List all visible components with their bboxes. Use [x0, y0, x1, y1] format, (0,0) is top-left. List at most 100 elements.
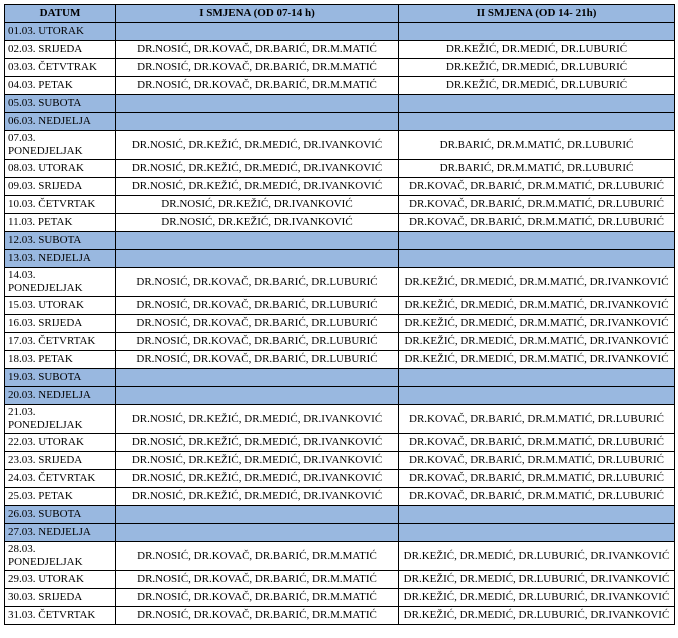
shift-1-cell: DR.NOSIĆ, DR.KOVAČ, DR.BARIĆ, DR.M.MATIĆ: [115, 606, 399, 625]
date-cell: 30.03. SRIJEDA: [4, 588, 116, 607]
table-row-weekend: 27.03. NEDJELJA: [4, 523, 675, 542]
table-row-weekend: 06.03. NEDJELJA: [4, 112, 675, 131]
table-row: 18.03. PETAK DR.NOSIĆ, DR.KOVAČ, DR.BARIĆ…: [4, 350, 675, 369]
shift-1-cell: [115, 22, 399, 41]
date-cell: 21.03. PONEDJELJAK: [4, 404, 116, 434]
shift-2-cell: [398, 231, 675, 250]
date-cell: 06.03. NEDJELJA: [4, 112, 116, 131]
date-cell: 24.03. ČETVRTAK: [4, 469, 116, 488]
table-row: 22.03. UTORAK DR.NOSIĆ, DR.KEŽIĆ, DR.MEDI…: [4, 433, 675, 452]
table-body: 01.03. UTORAK 02.03. SRIJEDA DR.NOSIĆ, DR.…: [4, 22, 675, 625]
shift-2-cell: DR.KOVAČ, DR.BARIĆ, DR.M.MATIĆ, DR.LUBUR…: [398, 404, 675, 434]
table-row: 23.03. SRIJEDA DR.NOSIĆ, DR.KEŽIĆ, DR.MED…: [4, 451, 675, 470]
shift-1-cell: DR.NOSIĆ, DR.KOVAČ, DR.BARIĆ, DR.LUBURIĆ: [115, 296, 399, 315]
table-row: 17.03. ČETVRTAK DR.NOSIĆ, DR.KOVAČ, DR.BA…: [4, 332, 675, 351]
shift-2-cell: DR.KEŽIĆ, DR.MEDIĆ, DR.M.MATIĆ, DR.IVANK…: [398, 267, 675, 297]
table-row: 21.03. PONEDJELJAK DR.NOSIĆ, DR.KEŽIĆ, DR…: [4, 404, 675, 434]
shift-2-cell: [398, 112, 675, 131]
shift-1-cell: DR.NOSIĆ, DR.KEŽIĆ, DR.MEDIĆ, DR.IVANKOV…: [115, 404, 399, 434]
date-cell: 23.03. SRIJEDA: [4, 451, 116, 470]
table-row: 28.03. PONEDJELJAK DR.NOSIĆ, DR.KOVAČ, DR…: [4, 541, 675, 571]
shift-1-cell: DR.NOSIĆ, DR.KEŽIĆ, DR.MEDIĆ, DR.IVANKOV…: [115, 130, 399, 160]
shift-1-cell: DR.NOSIĆ, DR.KOVAČ, DR.BARIĆ, DR.LUBURIĆ: [115, 267, 399, 297]
shift-1-cell: DR.NOSIĆ, DR.KEŽIĆ, DR.MEDIĆ, DR.IVANKOV…: [115, 451, 399, 470]
date-cell: 01.03. UTORAK: [4, 22, 116, 41]
table-row-weekend: 01.03. UTORAK: [4, 22, 675, 41]
header-shift-2: II SMJENA (OD 14- 21h): [398, 4, 675, 23]
shift-2-cell: DR.KEŽIĆ, DR.MEDIĆ, DR.LUBURIĆ, DR.IVANK…: [398, 588, 675, 607]
date-cell: 28.03. PONEDJELJAK: [4, 541, 116, 571]
date-cell: 16.03. SRIJEDA: [4, 314, 116, 333]
shift-1-cell: [115, 386, 399, 405]
date-cell: 05.03. SUBOTA: [4, 94, 116, 113]
shift-2-cell: DR.KEŽIĆ, DR.MEDIĆ, DR.LUBURIĆ, DR.IVANK…: [398, 541, 675, 571]
table-row: 14.03. PONEDJELJAK DR.NOSIĆ, DR.KOVAČ, DR…: [4, 267, 675, 297]
shift-2-cell: DR.KEŽIĆ, DR.MEDIĆ, DR.M.MATIĆ, DR.IVANK…: [398, 350, 675, 369]
shift-1-cell: DR.NOSIĆ, DR.KOVAČ, DR.BARIĆ, DR.LUBURIĆ: [115, 350, 399, 369]
table-row: 24.03. ČETVRTAK DR.NOSIĆ, DR.KEŽIĆ, DR.ME…: [4, 469, 675, 488]
shift-2-cell: DR.BARIĆ, DR.M.MATIĆ, DR.LUBURIĆ: [398, 159, 675, 178]
shift-2-cell: DR.KEŽIĆ, DR.MEDIĆ, DR.LUBURIĆ: [398, 76, 675, 95]
shift-2-cell: DR.KOVAČ, DR.BARIĆ, DR.M.MATIĆ, DR.LUBUR…: [398, 469, 675, 488]
shift-2-cell: DR.KEŽIĆ, DR.MEDIĆ, DR.M.MATIĆ, DR.IVANK…: [398, 314, 675, 333]
table-row: 03.03. ČETVTRAK DR.NOSIĆ, DR.KOVAČ, DR.BA…: [4, 58, 675, 77]
date-cell: 27.03. NEDJELJA: [4, 523, 116, 542]
shift-1-cell: DR.NOSIĆ, DR.KOVAČ, DR.BARIĆ, DR.LUBURIĆ: [115, 332, 399, 351]
date-cell: 03.03. ČETVTRAK: [4, 58, 116, 77]
shift-2-cell: DR.KEŽIĆ, DR.MEDIĆ, DR.LUBURIĆ: [398, 58, 675, 77]
table-row: 30.03. SRIJEDA DR.NOSIĆ, DR.KOVAČ, DR.BAR…: [4, 588, 675, 607]
shift-1-cell: DR.NOSIĆ, DR.KEŽIĆ, DR.MEDIĆ, DR.IVANKOV…: [115, 469, 399, 488]
date-cell: 04.03. PETAK: [4, 76, 116, 95]
shift-2-cell: [398, 249, 675, 268]
table-row: 10.03. ČETVRTAK DR.NOSIĆ, DR.KEŽIĆ, DR.IV…: [4, 195, 675, 214]
shift-2-cell: [398, 94, 675, 113]
shift-2-cell: [398, 505, 675, 524]
date-cell: 26.03. SUBOTA: [4, 505, 116, 524]
table-row: 29.03. UTORAK DR.NOSIĆ, DR.KOVAČ, DR.BARI…: [4, 570, 675, 589]
date-cell: 18.03. PETAK: [4, 350, 116, 369]
shift-2-cell: DR.KEŽIĆ, DR.MEDIĆ, DR.LUBURIĆ, DR.IVANK…: [398, 570, 675, 589]
date-cell: 14.03. PONEDJELJAK: [4, 267, 116, 297]
table-row-weekend: 13.03. NEDJELJA: [4, 249, 675, 268]
date-cell: 07.03. PONEDJELJAK: [4, 130, 116, 160]
shift-1-cell: DR.NOSIĆ, DR.KEŽIĆ, DR.IVANKOVIĆ: [115, 213, 399, 232]
table-row: 15.03. UTORAK DR.NOSIĆ, DR.KOVAČ, DR.BARI…: [4, 296, 675, 315]
shift-2-cell: DR.KOVAČ, DR.BARIĆ, DR.M.MATIĆ, DR.LUBUR…: [398, 451, 675, 470]
shift-1-cell: DR.NOSIĆ, DR.KOVAČ, DR.BARIĆ, DR.M.MATIĆ: [115, 541, 399, 571]
shift-1-cell: [115, 523, 399, 542]
shift-2-cell: [398, 22, 675, 41]
shift-2-cell: [398, 368, 675, 387]
shift-2-cell: DR.KEŽIĆ, DR.MEDIĆ, DR.LUBURIĆ: [398, 40, 675, 59]
date-cell: 25.03. PETAK: [4, 487, 116, 506]
shift-2-cell: [398, 523, 675, 542]
shift-1-cell: DR.NOSIĆ, DR.KEŽIĆ, DR.MEDIĆ, DR.IVANKOV…: [115, 177, 399, 196]
shift-1-cell: [115, 249, 399, 268]
table-row-weekend: 19.03. SUBOTA: [4, 368, 675, 387]
table-row-weekend: 12.03. SUBOTA: [4, 231, 675, 250]
shift-1-cell: DR.NOSIĆ, DR.KEŽIĆ, DR.MEDIĆ, DR.IVANKOV…: [115, 487, 399, 506]
shift-2-cell: DR.KOVAČ, DR.BARIĆ, DR.M.MATIĆ, DR.LUBUR…: [398, 195, 675, 214]
date-cell: 12.03. SUBOTA: [4, 231, 116, 250]
date-cell: 29.03. UTORAK: [4, 570, 116, 589]
shift-1-cell: [115, 368, 399, 387]
shift-1-cell: DR.NOSIĆ, DR.KEŽIĆ, DR.MEDIĆ, DR.IVANKOV…: [115, 159, 399, 178]
date-cell: 13.03. NEDJELJA: [4, 249, 116, 268]
shift-1-cell: DR.NOSIĆ, DR.KEŽIĆ, DR.IVANKOVIĆ: [115, 195, 399, 214]
table-row: 02.03. SRIJEDA DR.NOSIĆ, DR.KOVAČ, DR.BAR…: [4, 40, 675, 59]
date-cell: 22.03. UTORAK: [4, 433, 116, 452]
table-row-weekend: 20.03. NEDJELJA: [4, 386, 675, 405]
shift-1-cell: DR.NOSIĆ, DR.KOVAČ, DR.BARIĆ, DR.M.MATIĆ: [115, 40, 399, 59]
date-cell: 19.03. SUBOTA: [4, 368, 116, 387]
header-datum: DATUM: [4, 4, 116, 23]
date-cell: 02.03. SRIJEDA: [4, 40, 116, 59]
shift-1-cell: DR.NOSIĆ, DR.KOVAČ, DR.BARIĆ, DR.LUBURIĆ: [115, 314, 399, 333]
date-cell: 09.03. SRIJEDA: [4, 177, 116, 196]
shift-1-cell: [115, 94, 399, 113]
table-row: 16.03. SRIJEDA DR.NOSIĆ, DR.KOVAČ, DR.BAR…: [4, 314, 675, 333]
shift-2-cell: DR.KEŽIĆ, DR.MEDIĆ, DR.LUBURIĆ, DR.IVANK…: [398, 606, 675, 625]
shift-2-cell: DR.KOVAČ, DR.BARIĆ, DR.M.MATIĆ, DR.LUBUR…: [398, 213, 675, 232]
shift-1-cell: DR.NOSIĆ, DR.KEŽIĆ, DR.MEDIĆ, DR.IVANKOV…: [115, 433, 399, 452]
table-row-weekend: 26.03. SUBOTA: [4, 505, 675, 524]
shift-1-cell: [115, 112, 399, 131]
date-cell: 15.03. UTORAK: [4, 296, 116, 315]
